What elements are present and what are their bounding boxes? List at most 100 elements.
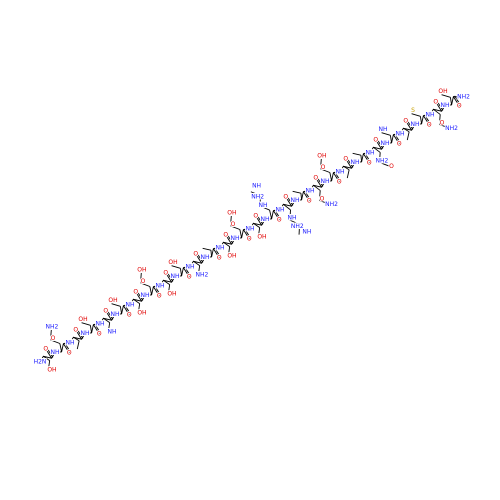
carbonyl-bond (105, 310, 112, 321)
side-chain-bond (179, 268, 183, 276)
carbonyl-bond (154, 285, 161, 296)
atom-label: O (337, 178, 342, 185)
side-chain-bond (289, 219, 300, 225)
atom-label: NH (396, 131, 405, 138)
side-chain-bond (59, 343, 63, 352)
atom-label: O (67, 349, 72, 356)
carbonyl-bond (424, 114, 431, 125)
carbonyl-bond (376, 138, 384, 149)
side-chain-bond (171, 265, 181, 269)
atom-label: O (307, 197, 312, 204)
side-chain-bond (389, 135, 393, 143)
atom-label: NH (186, 264, 195, 271)
atom-label: NH (261, 216, 270, 223)
atom-label: NH (66, 340, 75, 347)
atom-label: NH (291, 197, 300, 204)
atom-label: NH (171, 273, 180, 280)
carbonyl-bond (405, 120, 412, 131)
side-chain-bond (320, 158, 322, 169)
carbonyl-bond (375, 139, 382, 150)
carbonyl-bond (244, 228, 251, 239)
carbonyl-bond (153, 286, 160, 297)
carbonyl-bond (255, 215, 262, 226)
atom-label: O (343, 155, 348, 162)
atom-label: O (253, 212, 258, 219)
side-chain-bond (439, 124, 449, 129)
side-chain-bond (197, 265, 201, 275)
atom-label: NH (381, 140, 390, 147)
carbonyl-bond (226, 233, 234, 244)
side-chain-bond (298, 224, 301, 235)
carbonyl-bond (274, 209, 281, 220)
atom-label: O (403, 117, 408, 124)
atom-label: O (321, 164, 326, 171)
side-chain-bond (133, 298, 140, 304)
side-chain-bond (320, 168, 331, 173)
atom-label: O (440, 119, 445, 126)
side-chain-bond (283, 203, 291, 211)
side-chain-bond (269, 209, 273, 219)
atom-label: O (141, 278, 146, 285)
side-chain-bond (259, 205, 270, 211)
carbonyl-bond (334, 171, 341, 182)
atom-label: O (127, 311, 132, 318)
carbonyl-bond (316, 176, 324, 187)
carbonyl-bond (75, 329, 82, 340)
atom-label: O (133, 288, 138, 295)
atom-label: O (313, 174, 318, 181)
carbonyl-bond (93, 324, 100, 335)
atom-label: O (247, 235, 252, 242)
atom-label: NH (252, 182, 261, 189)
carbonyl-bond (214, 247, 221, 258)
atom-label: O (73, 326, 78, 333)
atom-label: OH (317, 153, 326, 160)
atom-label: NH2 (325, 201, 338, 208)
side-chain-bond (81, 322, 91, 326)
side-chain-bond (257, 227, 261, 237)
carbonyl-bond (315, 177, 322, 188)
atom-label: NH (287, 214, 296, 221)
carbonyl-bond (195, 253, 202, 264)
carbonyl-bond (184, 266, 191, 277)
atom-label: NH (379, 126, 388, 133)
side-chain-bond (47, 360, 51, 370)
atom-label: NH2 (291, 223, 304, 230)
atom-label: O (457, 102, 462, 109)
atom-label: H2N (34, 359, 47, 366)
side-chain-bond (167, 284, 171, 294)
atom-label: NH (141, 292, 150, 299)
atom-label: NH (107, 328, 116, 335)
carbonyl-bond (345, 158, 352, 169)
carbonyl-bond (394, 133, 401, 144)
atom-label: NH (81, 330, 90, 337)
atom-label: O (389, 163, 394, 170)
atom-label: OH (438, 88, 447, 95)
atom-label: NH (246, 226, 255, 233)
atom-label: O (163, 269, 168, 276)
atom-label: NH2 (445, 125, 458, 132)
atom-label: OH (137, 309, 146, 316)
atom-label: NH (321, 178, 330, 185)
side-chain-bond (259, 195, 261, 207)
side-chain-bond (346, 169, 350, 179)
atom-label: NH (276, 207, 285, 214)
side-chain-bond (313, 184, 321, 191)
atom-label: O (187, 273, 192, 280)
side-chain-bond (119, 306, 123, 314)
side-chain-bond (193, 260, 200, 266)
backbone (39, 96, 461, 363)
side-chain-bond (449, 97, 453, 105)
side-chain-bond (140, 272, 142, 283)
side-chain-bond (230, 225, 241, 230)
side-chain-bond (223, 241, 230, 247)
carbonyl-bond (436, 100, 444, 111)
carbonyl-bond (94, 323, 101, 334)
atom-label: NH (231, 235, 240, 242)
carbonyl-bond (364, 152, 371, 163)
atom-label: NH2 (251, 193, 264, 200)
side-chain-bond (107, 322, 111, 332)
side-chain-bond (163, 279, 170, 285)
atom-label: OH (168, 259, 177, 266)
side-chain-bond (140, 282, 151, 287)
